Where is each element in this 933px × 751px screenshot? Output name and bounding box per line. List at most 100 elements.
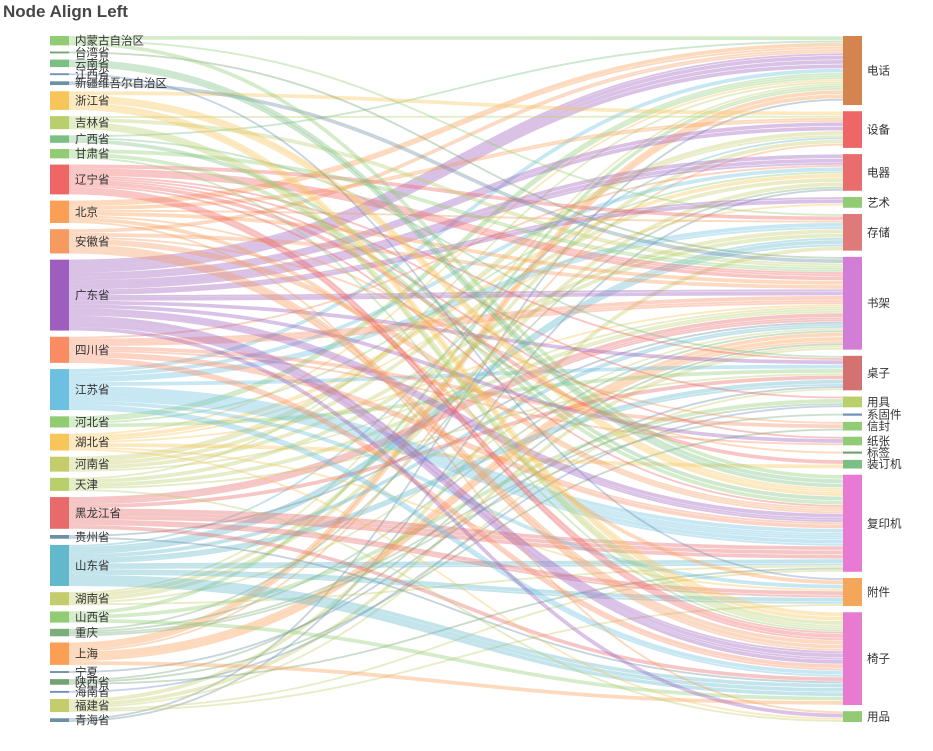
link-广东省-电器[interactable]: [68, 162, 844, 290]
link-安徽省-复印机[interactable]: [68, 240, 844, 512]
source-node-河北省[interactable]: [50, 416, 69, 428]
link-上海-书架[interactable]: [68, 341, 844, 662]
link-湖北省-电话[interactable]: [68, 79, 844, 436]
link-广东省-电话[interactable]: [68, 60, 844, 269]
link-吉林省-书架[interactable]: [68, 119, 844, 268]
link-山东省-复印机[interactable]: [68, 559, 844, 568]
link-北京-电话[interactable]: [68, 42, 844, 205]
link-山东省-复印机[interactable]: [68, 563, 844, 570]
link-辽宁省-椅子[interactable]: [68, 192, 844, 641]
link-安徽省-电话[interactable]: [68, 51, 844, 233]
link-山西省-椅子[interactable]: [68, 618, 844, 701]
link-湖北省-艺术[interactable]: [68, 203, 844, 442]
link-北京-附件[interactable]: [68, 217, 844, 585]
link-四川省-复印机[interactable]: [68, 351, 844, 525]
target-node-艺术[interactable]: [843, 196, 862, 208]
source-node-广东省[interactable]: [50, 259, 69, 331]
target-node-附件[interactable]: [843, 578, 862, 607]
link-重庆-用具[interactable]: [68, 403, 844, 635]
link-四川省-电器[interactable]: [68, 165, 844, 339]
link-湖南省-设备[interactable]: [68, 139, 844, 598]
link-福建省-书架[interactable]: [68, 347, 844, 707]
link-陕西省-书架[interactable]: [68, 343, 844, 682]
link-安徽省-复印机[interactable]: [68, 238, 844, 510]
link-辽宁省-桌子[interactable]: [68, 175, 844, 360]
link-四川省-椅子[interactable]: [68, 357, 844, 669]
source-node-重庆[interactable]: [50, 628, 69, 637]
link-天津-书架[interactable]: [68, 308, 844, 486]
link-海南省-用具[interactable]: [68, 405, 844, 693]
link-四川省-复印机[interactable]: [68, 353, 844, 529]
link-江苏省-椅子[interactable]: [68, 408, 844, 677]
link-上海-椅子[interactable]: [68, 661, 844, 705]
link-河南省-存储[interactable]: [68, 229, 844, 470]
target-node-纸张[interactable]: [843, 436, 862, 446]
link-山东省-桌子[interactable]: [68, 384, 844, 564]
link-江苏省-复印机[interactable]: [68, 385, 844, 533]
link-河南省-电器[interactable]: [68, 178, 844, 467]
link-广东省-电话[interactable]: [68, 64, 844, 273]
link-广东省-椅子[interactable]: [68, 321, 844, 660]
link-上海-书架[interactable]: [68, 332, 844, 656]
link-湖南省-复印机[interactable]: [68, 565, 844, 606]
link-黑龙江省-附件[interactable]: [68, 519, 844, 595]
link-福建省-桌子[interactable]: [68, 388, 844, 709]
source-node-上海[interactable]: [50, 642, 69, 665]
link-吉林省-椅子[interactable]: [68, 125, 844, 628]
link-湖北省-书架[interactable]: [68, 304, 844, 444]
link-辽宁省-复印机[interactable]: [68, 185, 844, 507]
link-辽宁省-书架[interactable]: [68, 170, 844, 277]
target-node-桌子[interactable]: [843, 355, 862, 391]
target-node-标签[interactable]: [843, 451, 862, 454]
link-上海-电话[interactable]: [68, 90, 844, 647]
source-node-北京[interactable]: [50, 200, 69, 223]
link-广东省-电话[interactable]: [68, 55, 844, 266]
link-湖北省-装订机[interactable]: [68, 443, 844, 469]
link-北京-设备[interactable]: [68, 120, 844, 210]
link-四川省-椅子[interactable]: [68, 361, 844, 671]
link-甘肃省-复印机[interactable]: [68, 152, 844, 505]
link-江苏省-复印机[interactable]: [68, 389, 844, 535]
link-河北省-电器[interactable]: [68, 171, 844, 424]
link-重庆-系固件[interactable]: [68, 413, 844, 637]
target-node-书架[interactable]: [843, 256, 862, 350]
link-黑龙江省-附件[interactable]: [68, 523, 844, 598]
link-山东省-椅子[interactable]: [68, 574, 844, 688]
link-天津-电话[interactable]: [68, 81, 844, 480]
link-广东省-桌子[interactable]: [68, 300, 844, 365]
link-重庆-电器[interactable]: [68, 186, 844, 631]
link-浙江省-复印机[interactable]: [68, 94, 844, 490]
link-甘肃省-书架[interactable]: [68, 150, 844, 272]
link-江苏省-电话[interactable]: [68, 68, 844, 373]
link-黑龙江省-书架[interactable]: [68, 319, 844, 505]
link-广东省-电器[interactable]: [68, 158, 844, 288]
link-内蒙古自治区-存储[interactable]: [68, 39, 844, 216]
link-黑龙江省-椅子[interactable]: [68, 525, 844, 681]
link-四川省-纸张[interactable]: [68, 349, 844, 446]
link-四川省-书架[interactable]: [68, 302, 844, 347]
link-广西省-桌子[interactable]: [68, 137, 844, 358]
link-安徽省-书架[interactable]: [68, 232, 844, 289]
target-node-系固件[interactable]: [843, 413, 862, 416]
link-黑龙江省-复印机[interactable]: [68, 515, 844, 559]
link-浙江省-设备[interactable]: [68, 91, 844, 116]
source-node-宁夏[interactable]: [50, 671, 69, 673]
link-内蒙古自治区-复印机[interactable]: [68, 41, 844, 479]
link-陕西省-信封[interactable]: [68, 428, 844, 683]
link-北京-电话[interactable]: [68, 46, 844, 207]
link-广东省-复印机[interactable]: [68, 313, 844, 523]
link-河南省-设备[interactable]: [68, 130, 844, 461]
link-湖北省-用品[interactable]: [68, 448, 844, 720]
link-广东省-书架[interactable]: [68, 291, 844, 301]
link-黑龙江省-桌子[interactable]: [68, 375, 844, 509]
source-node-甘肃省[interactable]: [50, 149, 69, 159]
link-安徽省-椅子[interactable]: [68, 251, 844, 651]
source-node-福建省[interactable]: [50, 699, 69, 713]
link-吉林省-椅子[interactable]: [68, 127, 844, 630]
link-江苏省-复印机[interactable]: [68, 391, 844, 538]
link-天津-书架[interactable]: [68, 310, 844, 488]
link-吉林省-书架[interactable]: [68, 117, 844, 266]
link-广东省-电器[interactable]: [68, 154, 844, 284]
target-node-椅子[interactable]: [843, 612, 862, 706]
link-江苏省-复印机[interactable]: [68, 398, 844, 546]
